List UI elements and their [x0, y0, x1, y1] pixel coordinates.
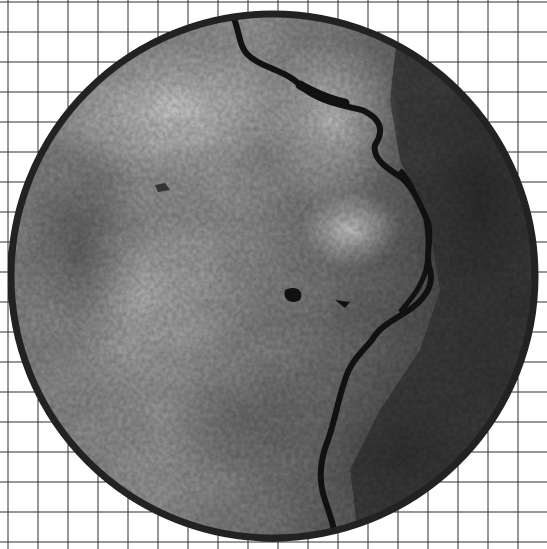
disc-frame [7, 10, 539, 542]
oasis-lake [284, 288, 302, 302]
dark-spot-west [155, 183, 170, 192]
lake-reservoir [398, 168, 431, 314]
small-lake [335, 300, 350, 308]
river-wide-section [295, 80, 350, 108]
